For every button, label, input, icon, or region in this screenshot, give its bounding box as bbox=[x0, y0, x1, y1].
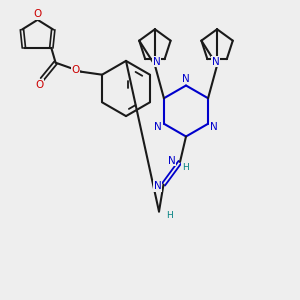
Text: N: N bbox=[168, 155, 176, 166]
Text: N: N bbox=[182, 74, 190, 84]
Text: O: O bbox=[34, 9, 42, 20]
Text: N: N bbox=[152, 57, 160, 67]
Text: O: O bbox=[35, 80, 43, 90]
Text: H: H bbox=[182, 163, 188, 172]
Text: N: N bbox=[212, 57, 220, 67]
Text: N: N bbox=[154, 122, 162, 132]
Text: N: N bbox=[154, 181, 161, 191]
Text: H: H bbox=[166, 212, 173, 220]
Text: O: O bbox=[72, 65, 80, 75]
Text: N: N bbox=[210, 122, 218, 132]
